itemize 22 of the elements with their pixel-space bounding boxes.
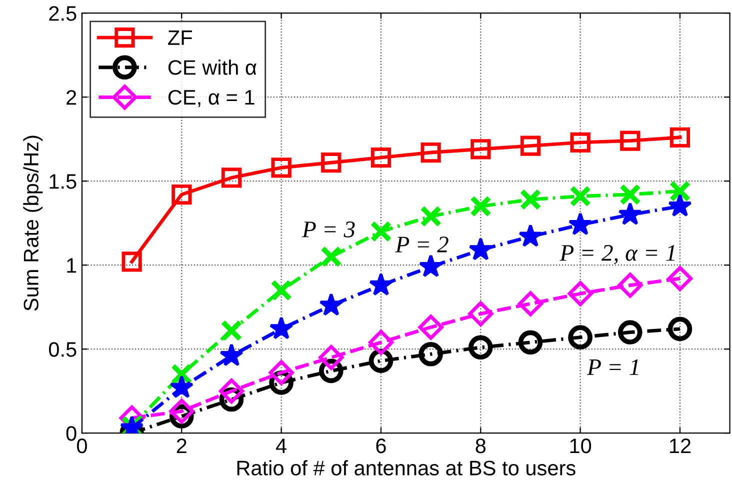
x-tick-label: 10 xyxy=(570,438,592,454)
legend-label: CE with α xyxy=(168,60,256,75)
annotation: P = 2, α = 1 xyxy=(560,245,674,264)
annotation: P = 2 xyxy=(395,236,448,252)
y-tick-label: 0.5 xyxy=(48,342,76,357)
y-tick-label: 1.5 xyxy=(50,174,76,189)
y-tick-label: 2 xyxy=(66,90,76,105)
legend-label: ZF xyxy=(168,30,192,45)
legend-label: CE, α = 1 xyxy=(168,90,254,108)
annotation: P = 3 xyxy=(302,222,355,238)
y-tick-label: 2.5 xyxy=(49,6,76,21)
x-tick-label: 2 xyxy=(176,438,186,454)
x-tick-label: 4 xyxy=(276,438,286,454)
y-tick-label: 0 xyxy=(66,426,76,441)
y-axis-title: Sum Rate (bps/Hz) xyxy=(23,136,43,311)
y-tick-label: 1 xyxy=(67,258,76,273)
x-tick-label: 0 xyxy=(77,438,87,454)
x-tick-label: 6 xyxy=(376,438,386,454)
x-tick-label: 8 xyxy=(476,438,486,454)
x-axis-title: Ratio of # of antennas at BS to users xyxy=(237,460,576,476)
annotation: P = 1 xyxy=(586,359,638,375)
x-tick-label: 12 xyxy=(670,438,691,454)
